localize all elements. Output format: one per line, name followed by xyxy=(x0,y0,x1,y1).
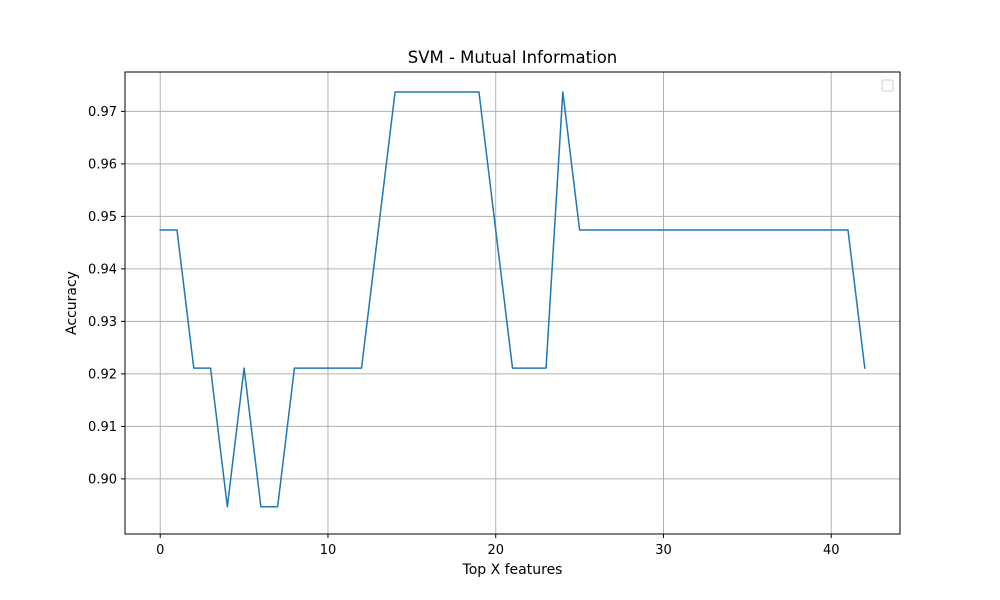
x-tick-label: 10 xyxy=(320,543,337,558)
y-tick-label: 0.90 xyxy=(88,472,117,487)
y-tick-label: 0.91 xyxy=(88,420,117,435)
y-tick-label: 0.97 xyxy=(88,105,117,120)
y-axis-title: Accuracy xyxy=(64,271,80,335)
grid xyxy=(125,72,900,534)
x-axis-title: Top X features xyxy=(462,562,563,578)
y-tick-label: 0.92 xyxy=(88,367,117,382)
x-tick-label: 20 xyxy=(487,543,504,558)
chart-title: SVM - Mutual Information xyxy=(408,48,618,67)
y-tick-label: 0.96 xyxy=(88,157,117,172)
x-tick-label: 40 xyxy=(823,543,840,558)
ticks: 0 10 20 30 40 0.90 0.91 0.92 0.93 0.94 0.95 0.96 0.9… xyxy=(88,105,839,558)
y-tick-label: 0.93 xyxy=(88,315,117,330)
series-line xyxy=(159,91,866,508)
legend-box xyxy=(881,79,894,92)
x-tick-label: 0 xyxy=(156,543,164,558)
y-tick-label: 0.94 xyxy=(88,262,117,277)
plot-frame xyxy=(124,71,901,535)
y-tick-label: 0.95 xyxy=(88,210,117,225)
series-layer xyxy=(159,91,866,508)
x-tick-label: 30 xyxy=(655,543,672,558)
